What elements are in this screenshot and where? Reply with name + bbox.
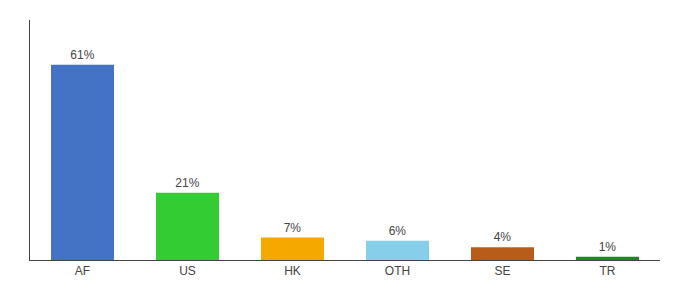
svg-text:21%: 21% [175,176,199,190]
svg-text:TR: TR [600,264,616,278]
svg-text:AF: AF [75,264,90,278]
svg-text:SE: SE [494,264,510,278]
svg-text:7%: 7% [284,221,302,235]
svg-text:61%: 61% [70,48,94,62]
svg-text:OTH: OTH [385,264,410,278]
svg-text:6%: 6% [389,224,407,238]
svg-text:HK: HK [284,264,301,278]
svg-text:US: US [179,264,196,278]
svg-text:4%: 4% [494,230,512,244]
svg-text:1%: 1% [599,240,617,254]
